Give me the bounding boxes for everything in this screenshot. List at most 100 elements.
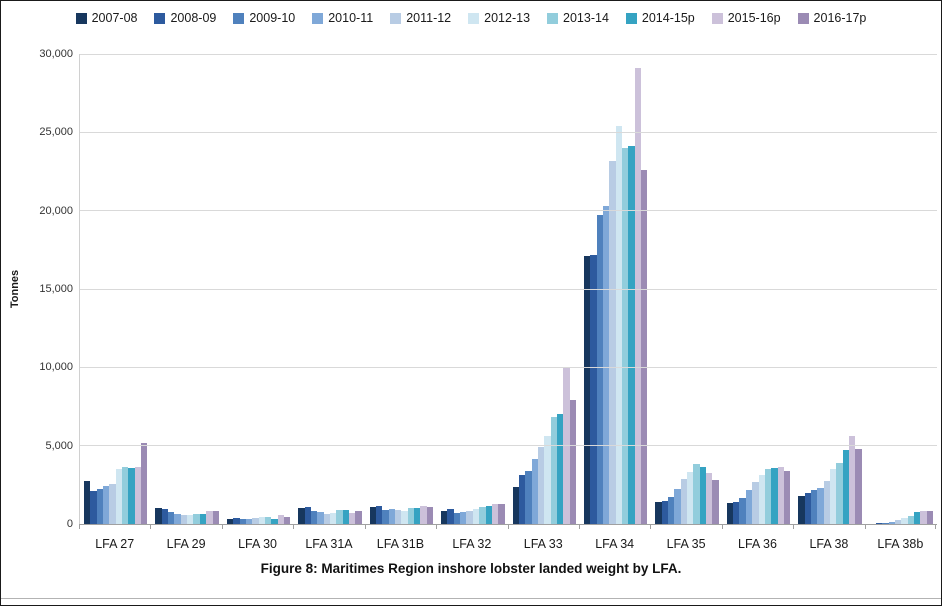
bar-group — [651, 54, 722, 524]
legend-swatch-icon — [711, 12, 723, 24]
bar-group — [437, 54, 508, 524]
bar — [491, 504, 499, 524]
bar — [634, 68, 642, 524]
bar — [498, 504, 505, 524]
bar — [550, 417, 557, 524]
x-axis-tick — [935, 524, 936, 529]
legend-label: 2007-08 — [91, 11, 138, 25]
legend-swatch-icon — [797, 12, 809, 24]
bar — [823, 480, 830, 524]
bar-group — [294, 54, 365, 524]
y-tick-label: 20,000 — [39, 204, 73, 217]
x-category-label: LFA 31A — [305, 537, 353, 551]
bar — [758, 475, 765, 524]
bar — [115, 469, 123, 524]
legend-item: 2012-13 — [468, 11, 530, 25]
x-axis-tick — [293, 524, 295, 529]
bar-group — [866, 54, 937, 524]
bar — [544, 436, 551, 524]
bar — [525, 470, 532, 524]
bar — [84, 480, 91, 524]
bar — [193, 513, 200, 524]
legend-swatch-icon — [547, 12, 559, 24]
bar — [836, 462, 843, 524]
legend-item: 2011-12 — [390, 11, 451, 25]
legend-swatch-icon — [390, 12, 402, 24]
gridline — [80, 366, 937, 368]
bar — [122, 466, 129, 524]
x-axis-tick — [436, 524, 438, 529]
bar — [264, 517, 272, 524]
bar-group — [366, 54, 437, 524]
bar — [349, 512, 356, 524]
bar — [804, 492, 811, 524]
bar — [180, 514, 188, 524]
bar — [693, 464, 700, 524]
bar — [441, 511, 448, 524]
bar — [426, 506, 434, 524]
x-category-label: LFA 33 — [523, 537, 563, 551]
x-category-label: LFA 27 — [95, 537, 135, 551]
legend-swatch-icon — [625, 12, 637, 24]
bar — [206, 510, 213, 524]
bar — [674, 488, 681, 524]
bar — [141, 442, 148, 524]
bar — [376, 505, 383, 524]
bar — [401, 511, 408, 524]
bar-group — [223, 54, 294, 524]
x-axis-tick — [221, 524, 223, 529]
x-category-label: LFA 31B — [376, 537, 425, 551]
figure-caption: Figure 8: Maritimes Region inshore lobst… — [260, 561, 682, 576]
y-tick-label: 15,000 — [39, 283, 73, 295]
legend-label: 2016-17p — [813, 11, 867, 25]
bar — [777, 466, 784, 524]
bar — [342, 510, 350, 524]
bar — [479, 506, 486, 524]
bar — [901, 518, 908, 524]
bar — [687, 472, 694, 524]
legend-label: 2013-14 — [563, 11, 609, 25]
bar — [472, 508, 480, 524]
legend-label: 2008-09 — [170, 11, 217, 25]
legend-label: 2009-10 — [249, 11, 296, 25]
bar — [252, 517, 259, 524]
bar — [226, 518, 234, 524]
bar — [661, 501, 669, 524]
bar — [277, 515, 284, 524]
x-category-label: LFA 30 — [238, 537, 278, 551]
bar — [453, 512, 461, 524]
gridline — [80, 445, 937, 447]
legend-swatch-icon — [468, 12, 480, 24]
bar — [355, 511, 362, 524]
y-tick-label: 25,000 — [39, 126, 73, 139]
bar — [258, 516, 265, 524]
x-axis-tick — [721, 524, 723, 529]
legend-swatch-icon — [154, 12, 166, 24]
bar — [798, 495, 805, 524]
bar — [771, 468, 778, 524]
bar — [641, 169, 648, 524]
bar — [382, 510, 389, 524]
gridline — [80, 210, 937, 212]
x-axis-tick — [793, 524, 795, 529]
x-category-label: LFA 34 — [595, 537, 635, 551]
legend-swatch-icon — [233, 12, 245, 24]
bar — [888, 521, 896, 524]
bar — [556, 414, 564, 524]
bar — [745, 490, 753, 524]
bar — [829, 469, 837, 524]
bar — [161, 509, 169, 524]
legend-swatch-icon — [312, 12, 324, 24]
legend-label: 2014-15p — [641, 11, 695, 25]
x-axis-tick — [150, 524, 152, 529]
bar — [420, 505, 427, 524]
legend-item: 2014-15p — [625, 11, 695, 25]
bar — [239, 519, 246, 524]
bar — [187, 515, 194, 524]
chart-legend: 2007-08 2008-09 2009-10 2010-11 2011-12 2012-… — [1, 11, 941, 25]
bar — [622, 148, 629, 524]
legend-item: 2009-10 — [233, 11, 295, 25]
bar — [569, 400, 576, 524]
bar — [174, 513, 181, 524]
bar — [233, 517, 240, 524]
